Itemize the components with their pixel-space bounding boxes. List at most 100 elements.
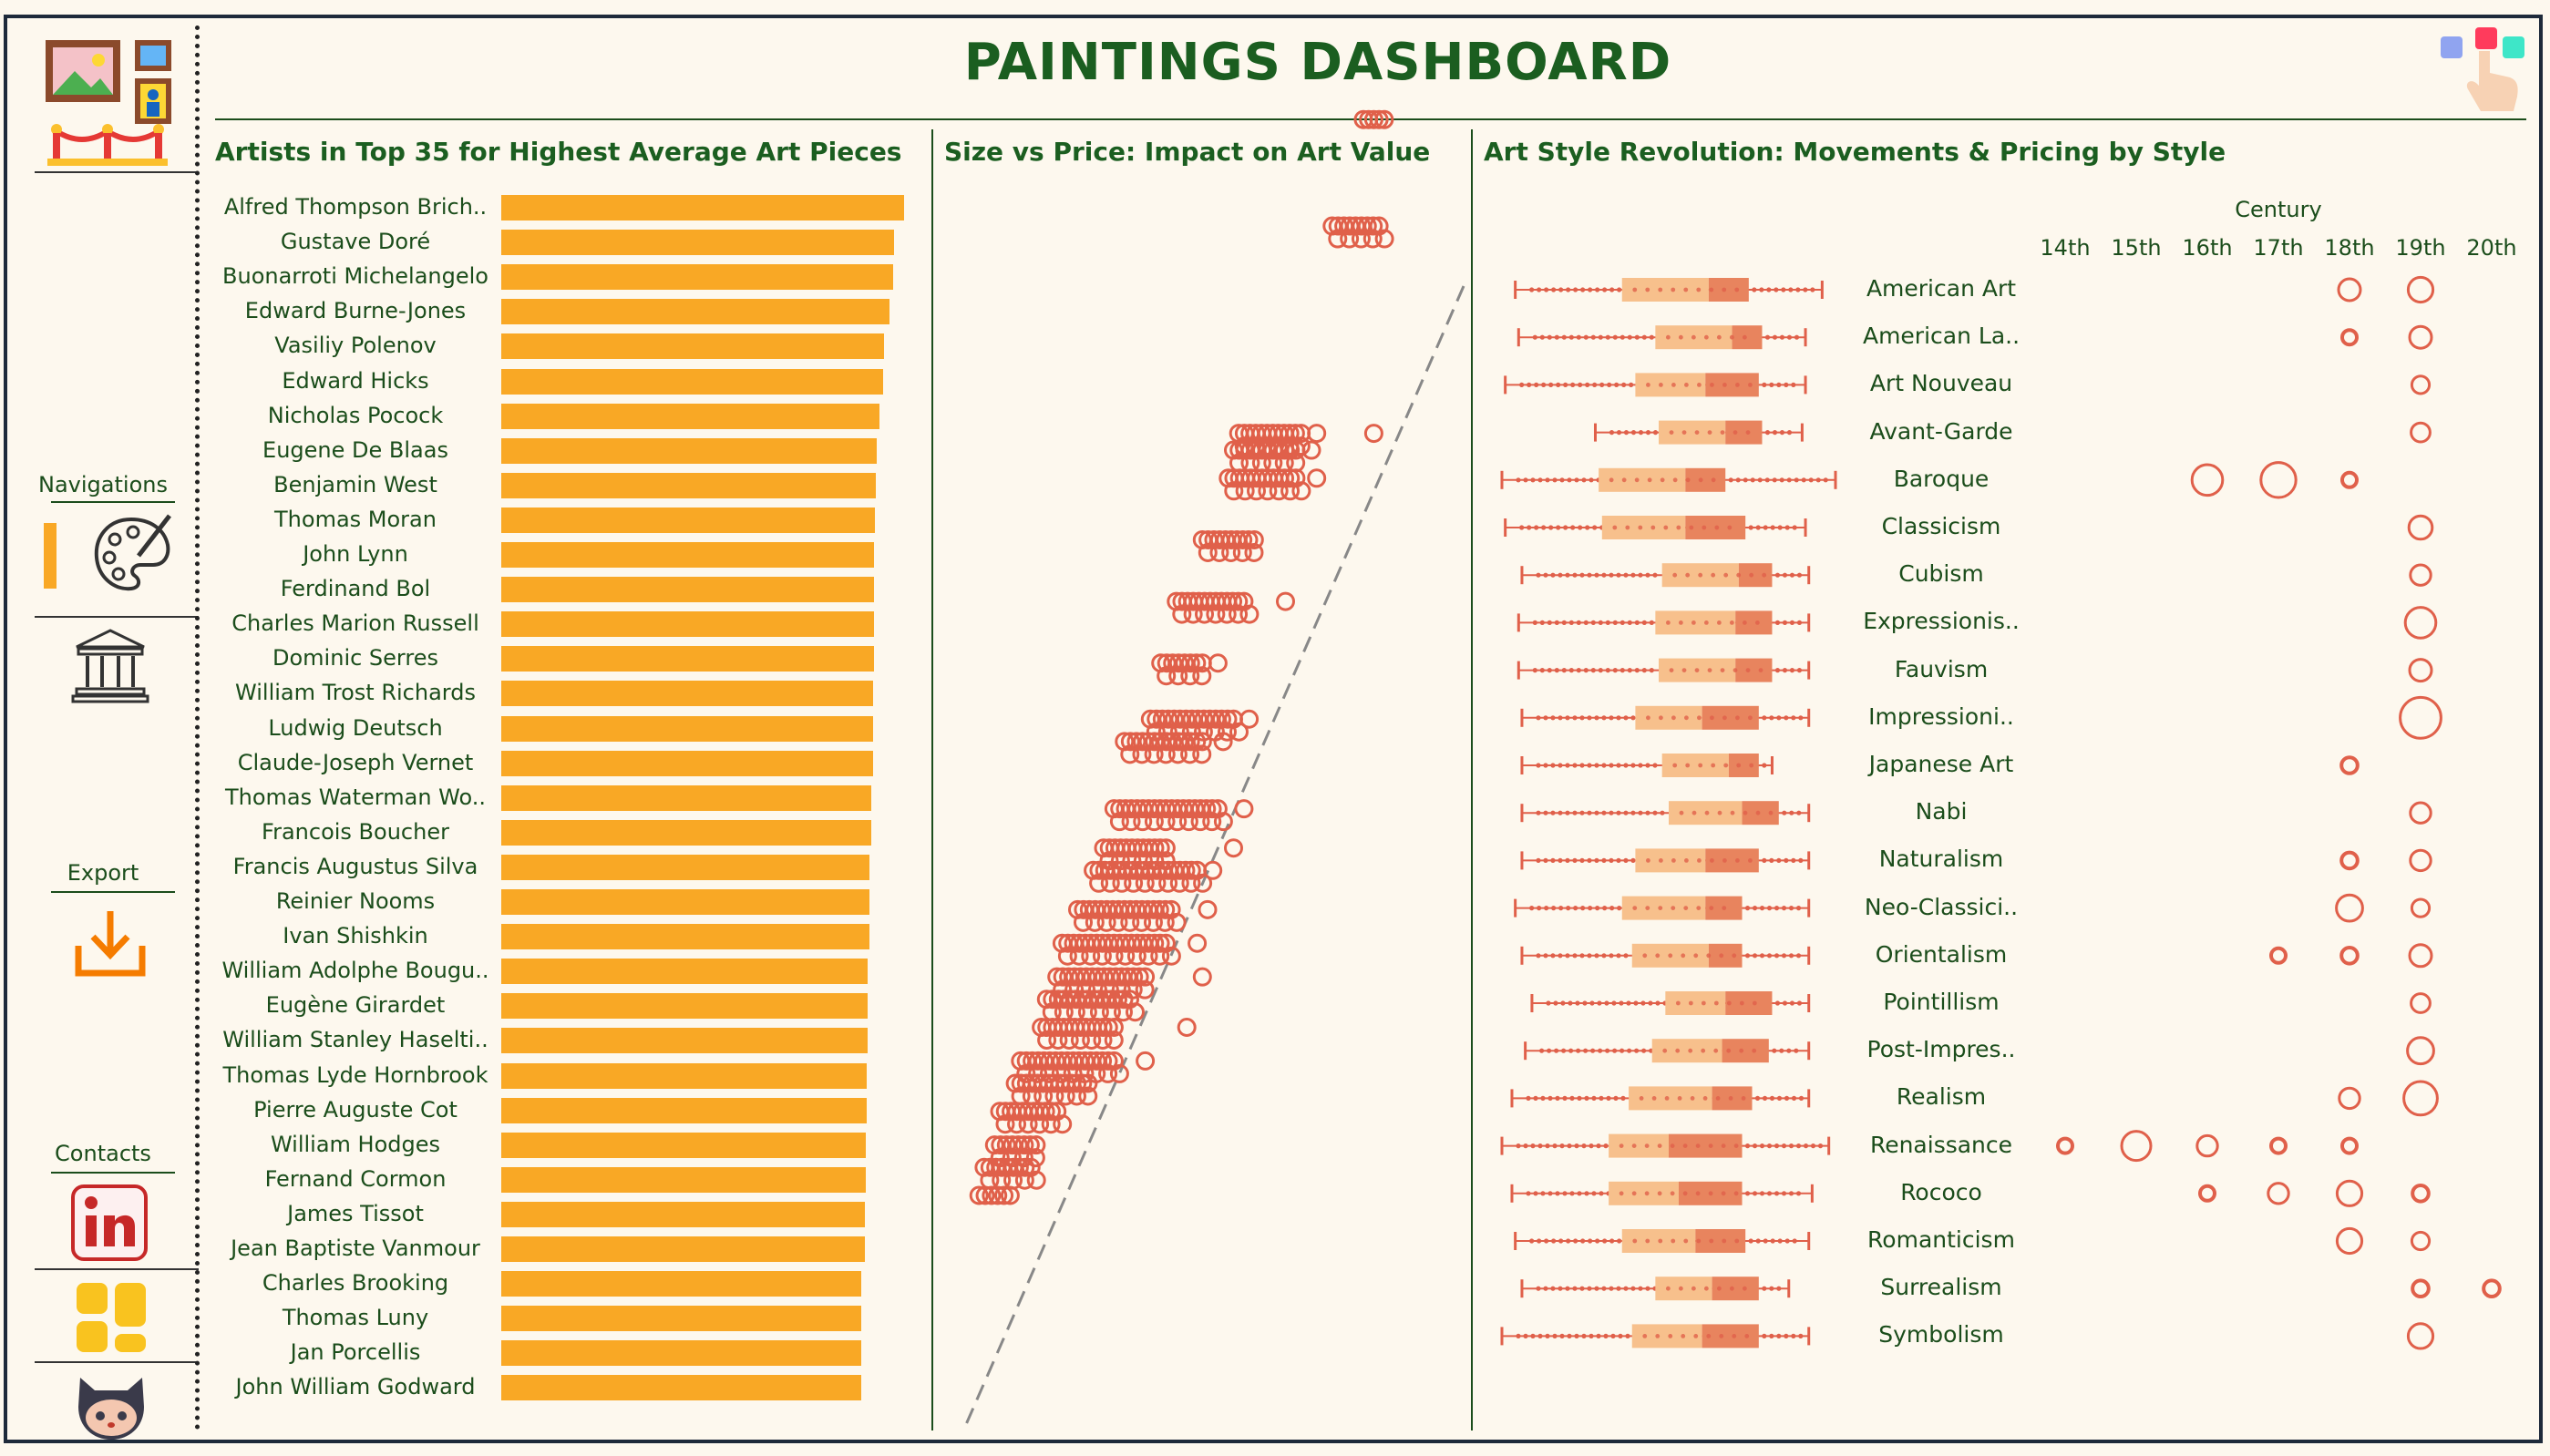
artist-bar[interactable]: [501, 1062, 868, 1089]
artist-bar[interactable]: [501, 854, 869, 880]
artist-bar[interactable]: [501, 403, 880, 429]
artist-bar[interactable]: [501, 1132, 867, 1158]
contacts-label: Contacts: [55, 1141, 151, 1166]
artist-bar[interactable]: [501, 784, 871, 811]
artist-bar[interactable]: [501, 195, 904, 220]
box-point: [1764, 477, 1770, 483]
style-label: Renaissance: [1869, 1131, 2013, 1158]
artist-bar[interactable]: [501, 993, 869, 1020]
box-point: [1781, 1191, 1787, 1196]
box-lower: [1631, 1324, 1702, 1348]
box-point: [1565, 572, 1570, 578]
box-point: [1663, 525, 1669, 530]
box-point: [1779, 334, 1785, 340]
scatter-outlier: [1301, 440, 1321, 460]
artist-bar[interactable]: [501, 1097, 868, 1123]
box-point: [1662, 1048, 1668, 1053]
palette-icon[interactable]: [89, 512, 173, 596]
scatter-outlier: [1136, 1051, 1156, 1071]
box-point: [1732, 1334, 1737, 1338]
artist-bar[interactable]: [501, 889, 869, 915]
box-point: [1707, 430, 1712, 435]
artist-bar[interactable]: [501, 368, 884, 395]
box-point: [1683, 287, 1689, 292]
style-label: Surrealism: [1880, 1274, 2002, 1301]
artist-bar[interactable]: [501, 299, 890, 325]
artist-bar[interactable]: [501, 681, 873, 707]
box-point: [1579, 715, 1585, 721]
artist-bar[interactable]: [501, 1306, 862, 1332]
box-point: [1638, 810, 1643, 815]
artist-bar[interactable]: [501, 819, 871, 846]
github-icon[interactable]: [69, 1370, 153, 1443]
artist-bar[interactable]: [501, 264, 893, 291]
box-point: [1566, 287, 1571, 292]
museum-icon[interactable]: [71, 627, 149, 703]
dashboard-apps-icon[interactable]: [73, 1279, 149, 1356]
artist-bar[interactable]: [501, 959, 869, 985]
box-point: [1529, 287, 1535, 292]
century-label: 17th: [2253, 235, 2304, 261]
box-point: [1810, 287, 1815, 292]
style-label: Cubism: [1898, 560, 1984, 588]
artist-bar[interactable]: [501, 646, 875, 672]
scatter-point: [1145, 838, 1165, 858]
box-point: [1573, 1238, 1578, 1244]
artist-bar[interactable]: [501, 472, 877, 498]
artist-bar[interactable]: [501, 437, 877, 464]
artist-bar[interactable]: [501, 1236, 865, 1262]
scatter-point: [1093, 1018, 1113, 1037]
scatter-point: [1098, 1051, 1118, 1071]
box-point: [1548, 382, 1554, 387]
scatter-point: [1229, 591, 1249, 611]
linkedin-icon[interactable]: [69, 1183, 149, 1263]
artist-bar[interactable]: [501, 230, 895, 256]
box-point: [1583, 620, 1589, 626]
box-point: [1561, 1048, 1567, 1053]
artist-bar[interactable]: [501, 924, 869, 950]
box-point: [1623, 810, 1629, 815]
artist-bar[interactable]: [501, 1340, 862, 1367]
artist-bar[interactable]: [501, 1166, 867, 1193]
artist-bar[interactable]: [501, 1271, 862, 1297]
box-point: [1558, 1238, 1564, 1244]
box-point: [1562, 1095, 1568, 1101]
box-point: [1551, 287, 1557, 292]
box-point: [1706, 953, 1712, 959]
artist-bar[interactable]: [501, 611, 875, 638]
artist-bar[interactable]: [501, 333, 884, 360]
box-point: [1572, 572, 1578, 578]
touch-screen-icon[interactable]: [2439, 26, 2526, 113]
artist-bar[interactable]: [501, 715, 873, 742]
scatter-point: [1181, 860, 1201, 880]
scatter-point: [982, 1185, 1002, 1205]
scatter-point: [1291, 481, 1311, 501]
century-bubble: [2409, 563, 2432, 587]
download-icon[interactable]: [73, 906, 148, 980]
box-lower: [1609, 1181, 1679, 1205]
box-point: [1577, 1095, 1582, 1101]
box-upper: [1725, 991, 1773, 1015]
box-point: [1795, 906, 1802, 911]
navigations-label: Navigations: [38, 472, 168, 497]
box-point: [1693, 1334, 1699, 1338]
artist-bar[interactable]: [501, 1375, 862, 1401]
box-point: [1774, 572, 1781, 578]
box-point: [1678, 1286, 1683, 1291]
box-point: [1752, 1000, 1757, 1006]
artist-bar[interactable]: [501, 542, 875, 568]
century-bubble: [2410, 992, 2432, 1014]
box-point: [1609, 857, 1614, 864]
box-point: [1612, 525, 1618, 530]
artist-bar[interactable]: [501, 1028, 869, 1054]
box-point: [1769, 1286, 1774, 1291]
box-point: [1789, 668, 1795, 673]
box-point: [1553, 1000, 1558, 1006]
artist-bar[interactable]: [501, 577, 875, 603]
box-point: [1599, 1095, 1604, 1101]
scatter-point: [1192, 732, 1212, 752]
artist-bar[interactable]: [501, 1201, 865, 1227]
century-bubble: [2403, 606, 2438, 640]
artist-bar[interactable]: [501, 507, 876, 533]
artist-bar[interactable]: [501, 750, 873, 776]
